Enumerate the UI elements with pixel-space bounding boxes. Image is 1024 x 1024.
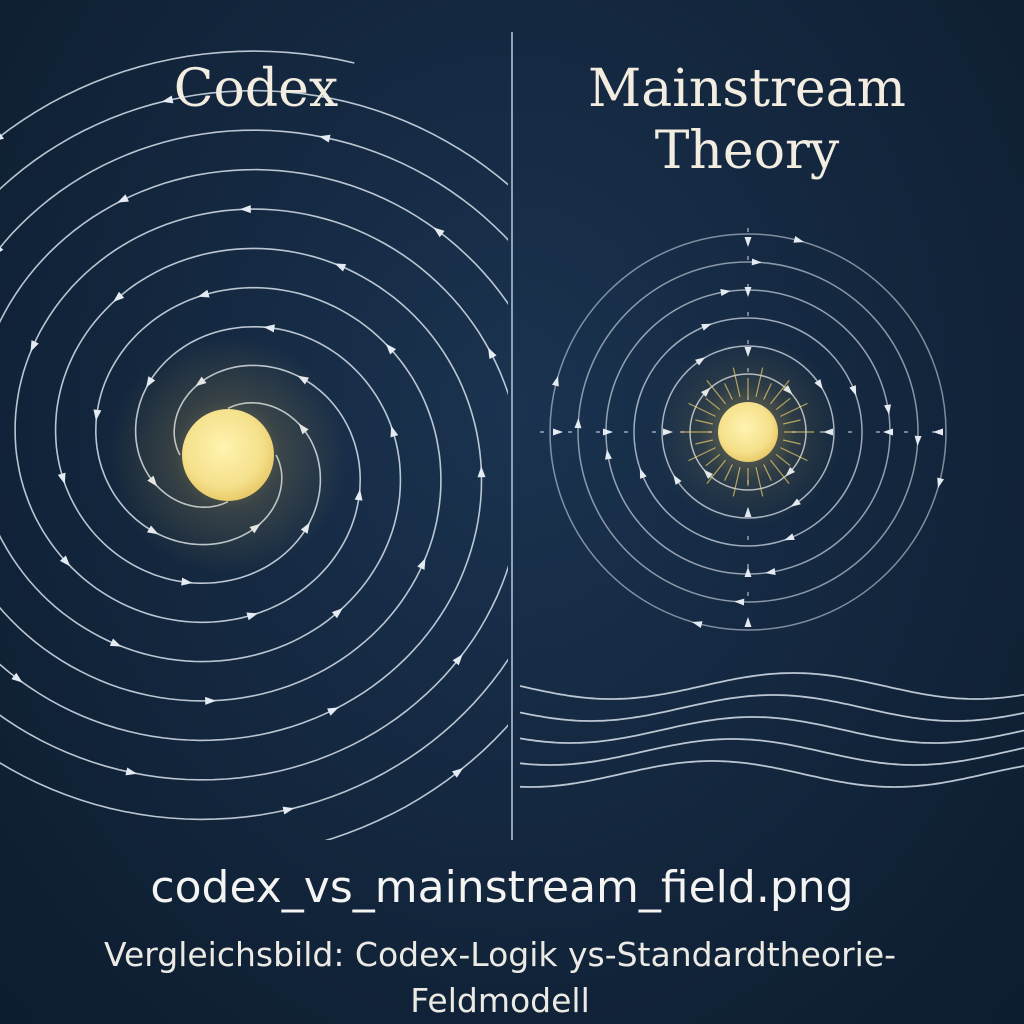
spiral-arrow bbox=[417, 558, 426, 570]
spiral-arrow bbox=[334, 263, 347, 272]
spiral-arrow bbox=[588, 390, 598, 402]
spiral-arrow bbox=[282, 806, 295, 815]
spiral-arrow bbox=[197, 289, 210, 298]
ring-arrow bbox=[937, 477, 944, 489]
field-ring bbox=[549, 233, 947, 631]
ring-arrow bbox=[914, 435, 922, 446]
spiral-arrow bbox=[263, 324, 275, 333]
caption-line1: Vergleichsbild: Codex-Logik ys-Standardt… bbox=[103, 935, 897, 974]
spiral-arrow bbox=[452, 767, 464, 778]
axis-arrow bbox=[553, 428, 563, 436]
spiral-arrow bbox=[93, 409, 102, 421]
spiral-arrow bbox=[246, 612, 259, 621]
codex-title: Codex bbox=[173, 59, 339, 119]
spiral-arrow bbox=[331, 608, 343, 619]
spiral-arrow bbox=[239, 205, 251, 214]
ring-arrow bbox=[751, 258, 762, 266]
filename-label: codex_vs_mainstream_field.png bbox=[150, 862, 854, 913]
spiral-arrow bbox=[550, 542, 560, 555]
ring-arrow bbox=[691, 621, 703, 628]
axis-arrow bbox=[883, 428, 893, 436]
spiral-arrow bbox=[125, 767, 138, 776]
ring-arrow bbox=[765, 568, 776, 575]
spiral-arrow bbox=[117, 194, 129, 203]
axis-arrow bbox=[744, 287, 752, 297]
ring-arrow bbox=[849, 385, 857, 396]
spiral-arrow bbox=[318, 134, 331, 143]
axis-arrow bbox=[744, 617, 752, 627]
axis-arrow bbox=[933, 428, 943, 436]
gravitational-waves bbox=[519, 672, 1024, 788]
wave-line bbox=[519, 694, 1024, 722]
wave-line bbox=[519, 672, 1024, 700]
spiral-arrow bbox=[548, 224, 561, 238]
spiral-arrow bbox=[477, 466, 486, 478]
spiral-arrow bbox=[59, 555, 71, 567]
wave-line bbox=[519, 738, 1024, 766]
spiral-arrow bbox=[11, 672, 23, 683]
spiral-arrow bbox=[30, 340, 39, 352]
field-ring bbox=[633, 317, 863, 547]
mainstream-title: Mainstream Theory bbox=[512, 58, 982, 182]
wave-line bbox=[519, 760, 1024, 788]
spiral-arrow bbox=[354, 489, 363, 501]
ring-arrow bbox=[552, 375, 559, 387]
caption-line2: Feldmodell bbox=[410, 981, 590, 1020]
mainstream-title-line2: Theory bbox=[654, 121, 840, 181]
spiral-arrow bbox=[161, 95, 174, 104]
ring-arrow bbox=[720, 289, 731, 296]
spiral-arrow bbox=[109, 638, 122, 647]
spiral-arrow bbox=[327, 707, 339, 716]
spiral-arrow bbox=[181, 577, 193, 586]
ring-arrow bbox=[734, 598, 745, 606]
field-ring bbox=[577, 261, 919, 603]
ring-arrow bbox=[639, 468, 647, 479]
ring-arrow bbox=[884, 404, 891, 415]
spiral-arrow bbox=[452, 654, 463, 666]
ring-arrow bbox=[605, 449, 612, 460]
star-core-right bbox=[718, 402, 778, 462]
caption: Vergleichsbild: Codex-Logik ys-Standardt… bbox=[40, 932, 960, 1024]
axis-arrow bbox=[744, 567, 752, 577]
spiral-arrow bbox=[433, 227, 445, 238]
spiral-arrow bbox=[57, 472, 66, 485]
star-core-left bbox=[182, 409, 274, 501]
spiral-arrow bbox=[205, 696, 217, 705]
spiral-arrow bbox=[390, 425, 399, 438]
axis-arrow bbox=[603, 428, 613, 436]
spiral-arrow bbox=[113, 291, 125, 302]
mainstream-title-line1: Mainstream bbox=[588, 59, 906, 119]
axis-arrow bbox=[744, 237, 752, 247]
wave-line bbox=[519, 716, 1024, 744]
spiral-arrow bbox=[488, 347, 497, 360]
ring-arrow bbox=[701, 323, 712, 331]
ring-arrow bbox=[784, 533, 795, 541]
ring-arrow bbox=[574, 418, 582, 429]
ring-arrow bbox=[793, 236, 805, 243]
spiral-arrow bbox=[385, 343, 397, 355]
